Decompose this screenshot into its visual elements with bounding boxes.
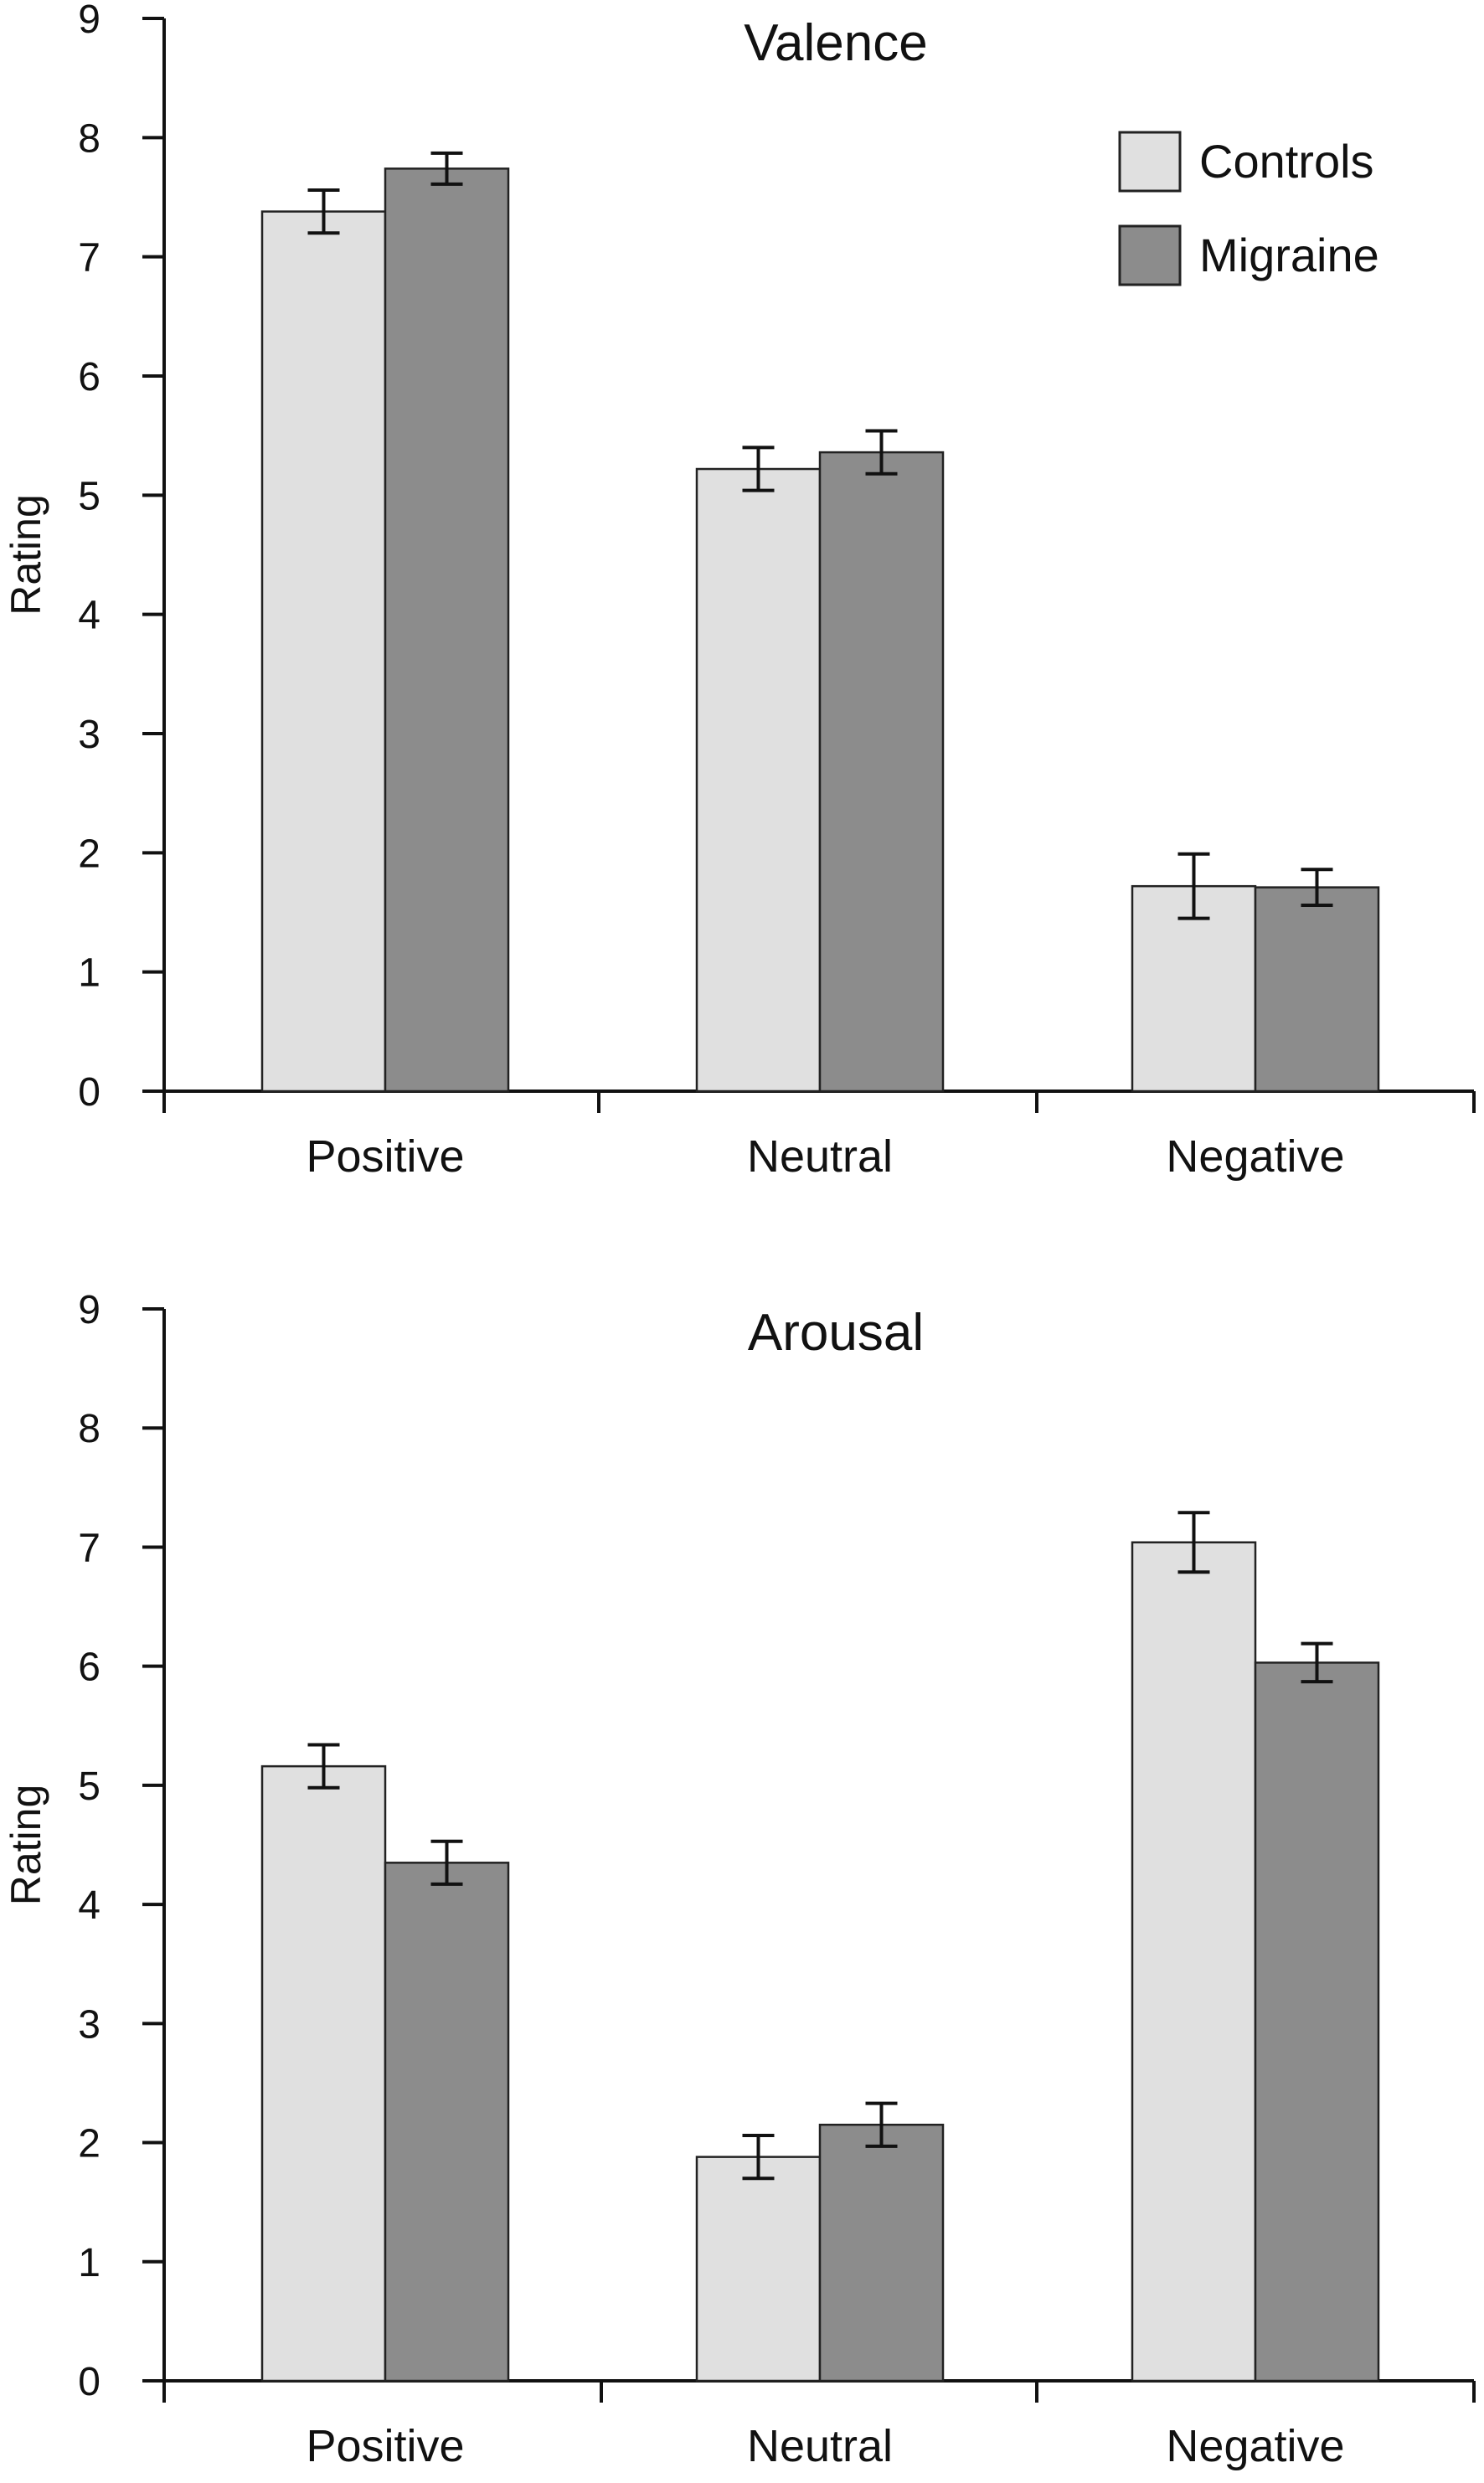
y-tick-label: 6 xyxy=(78,355,100,399)
legend-label-controls: Controls xyxy=(1199,135,1374,188)
y-tick-label: 0 xyxy=(78,2360,100,2404)
y-tick-label: 5 xyxy=(78,474,100,518)
bar-migraine-neutral xyxy=(818,451,945,1093)
y-tick-label: 6 xyxy=(78,1646,100,1690)
legend-label-migraine: Migraine xyxy=(1199,229,1379,281)
y-tick-label: 9 xyxy=(78,1288,100,1332)
category-label-negative: Negative xyxy=(1166,1131,1344,1182)
y-tick-label: 2 xyxy=(78,2122,100,2166)
bar-controls-positive xyxy=(260,210,387,1093)
y-tick-label: 9 xyxy=(78,0,100,42)
y-tick-label: 7 xyxy=(78,236,100,281)
y-tick-label: 3 xyxy=(78,713,100,757)
error-bar-controls-positive xyxy=(307,188,340,235)
category-label-positive: Positive xyxy=(306,2421,464,2471)
error-bar-migraine-positive xyxy=(430,1839,463,1886)
valence-chart: Valence Rating 0 1 2 3 4 5 6 7 8 9 Positive Neutral Ne… xyxy=(3,0,1476,1182)
chart-title: Arousal xyxy=(748,1304,924,1362)
legend: Controls Migraine xyxy=(1118,131,1379,286)
bar-controls-neutral xyxy=(695,467,822,1093)
error-bar-migraine-neutral xyxy=(865,429,898,476)
y-tick-label: 1 xyxy=(78,2241,100,2285)
error-bar-controls-positive xyxy=(307,1743,340,1790)
y-tick-label: 4 xyxy=(78,594,100,638)
y-tick-label: 8 xyxy=(78,1407,100,1451)
y-tick-label: 0 xyxy=(78,1070,100,1115)
legend-swatch-controls xyxy=(1118,131,1182,193)
y-tick-label: 4 xyxy=(78,1883,100,1928)
legend-swatch-migraine xyxy=(1118,224,1182,286)
error-bar-migraine-positive xyxy=(430,151,463,186)
chart-title: Valence xyxy=(744,14,927,72)
bar-controls-neutral xyxy=(695,2156,822,2383)
y-tick-label: 8 xyxy=(78,116,100,161)
bar-migraine-negative xyxy=(1254,1661,1380,2383)
y-axis-title: Rating xyxy=(3,1785,49,1906)
bar-controls-negative xyxy=(1131,884,1257,1093)
error-bar-migraine-negative xyxy=(1301,1641,1333,1684)
y-tick-label: 3 xyxy=(78,2002,100,2047)
y-axis-title: Rating xyxy=(3,494,49,616)
arousal-chart: Arousal Rating 0 1 2 3 4 5 6 7 8 9 Positive Neutral Ne… xyxy=(3,1288,1476,2471)
error-bar-migraine-negative xyxy=(1301,868,1333,907)
error-bar-controls-negative xyxy=(1177,1511,1210,1574)
bar-migraine-positive xyxy=(384,1862,510,2383)
category-label-neutral: Neutral xyxy=(747,1131,893,1182)
bar-migraine-positive xyxy=(384,167,510,1093)
y-tick-label: 5 xyxy=(78,1764,100,1809)
y-tick-label: 1 xyxy=(78,951,100,996)
error-bar-controls-neutral xyxy=(742,2134,775,2181)
bar-migraine-neutral xyxy=(818,2123,945,2383)
category-label-negative: Negative xyxy=(1166,2421,1344,2471)
y-tick-label: 7 xyxy=(78,1526,100,1570)
y-tick-label: 2 xyxy=(78,832,100,876)
bar-controls-positive xyxy=(260,1764,387,2383)
bar-controls-negative xyxy=(1131,1541,1257,2383)
category-label-positive: Positive xyxy=(306,1131,464,1182)
bar-migraine-negative xyxy=(1254,886,1380,1093)
error-bar-controls-negative xyxy=(1177,852,1210,920)
category-label-neutral: Neutral xyxy=(747,2421,893,2471)
error-bar-controls-neutral xyxy=(742,446,775,492)
error-bar-migraine-neutral xyxy=(865,2101,898,2148)
